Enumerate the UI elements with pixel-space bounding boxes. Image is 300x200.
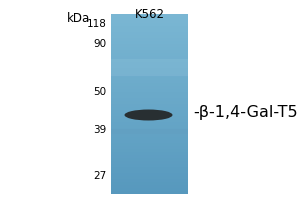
Bar — [111, 116, 188, 119]
Text: 118: 118 — [87, 19, 106, 29]
Bar — [111, 110, 188, 113]
Text: 50: 50 — [93, 87, 106, 97]
Bar — [111, 65, 188, 68]
Bar — [111, 129, 188, 134]
Bar — [111, 41, 188, 44]
Bar — [111, 92, 188, 95]
Bar — [111, 32, 188, 35]
Ellipse shape — [124, 109, 172, 120]
Bar — [111, 95, 188, 98]
Bar — [111, 119, 188, 122]
Bar — [111, 185, 188, 188]
Text: 39: 39 — [93, 125, 106, 135]
Bar — [111, 182, 188, 185]
Bar — [111, 146, 188, 149]
Bar — [111, 50, 188, 53]
Bar — [111, 155, 188, 158]
Bar — [111, 104, 188, 107]
Bar — [111, 20, 188, 23]
Bar — [111, 38, 188, 41]
Text: -β-1,4-Gal-T5: -β-1,4-Gal-T5 — [194, 105, 298, 120]
Bar — [111, 59, 188, 62]
Bar — [111, 17, 188, 20]
Text: 90: 90 — [93, 39, 106, 49]
Bar — [111, 152, 188, 155]
Bar — [111, 149, 188, 152]
Bar — [111, 191, 188, 194]
Bar — [111, 131, 188, 134]
Bar — [111, 140, 188, 143]
Bar — [111, 47, 188, 50]
Bar — [111, 125, 188, 128]
Bar — [111, 53, 188, 56]
Bar — [111, 77, 188, 80]
Bar — [111, 29, 188, 32]
Bar — [111, 107, 188, 110]
Bar — [111, 179, 188, 182]
Bar — [111, 80, 188, 83]
Bar — [111, 56, 188, 59]
Bar — [111, 143, 188, 146]
Bar — [111, 68, 188, 71]
Text: 27: 27 — [93, 171, 106, 181]
Bar — [111, 74, 188, 77]
Bar — [111, 137, 188, 140]
Text: K562: K562 — [135, 8, 165, 21]
Bar — [111, 167, 188, 170]
Bar — [111, 176, 188, 179]
Bar — [111, 44, 188, 47]
Bar — [111, 26, 188, 29]
Bar — [111, 164, 188, 167]
Bar — [111, 122, 188, 125]
Bar — [111, 188, 188, 191]
Bar — [111, 71, 188, 74]
Bar — [111, 101, 188, 104]
Bar — [111, 113, 188, 116]
Bar — [111, 89, 188, 92]
Bar — [111, 23, 188, 26]
Text: kDa: kDa — [67, 12, 90, 25]
Bar — [111, 98, 188, 101]
Bar — [111, 161, 188, 164]
Bar — [111, 59, 188, 76]
Bar — [111, 35, 188, 38]
Bar — [111, 86, 188, 89]
Bar — [111, 158, 188, 161]
Bar — [111, 128, 188, 131]
Bar — [111, 173, 188, 176]
Bar — [111, 170, 188, 173]
Bar — [111, 14, 188, 17]
Bar — [111, 134, 188, 137]
Bar — [111, 83, 188, 86]
Bar — [111, 62, 188, 65]
